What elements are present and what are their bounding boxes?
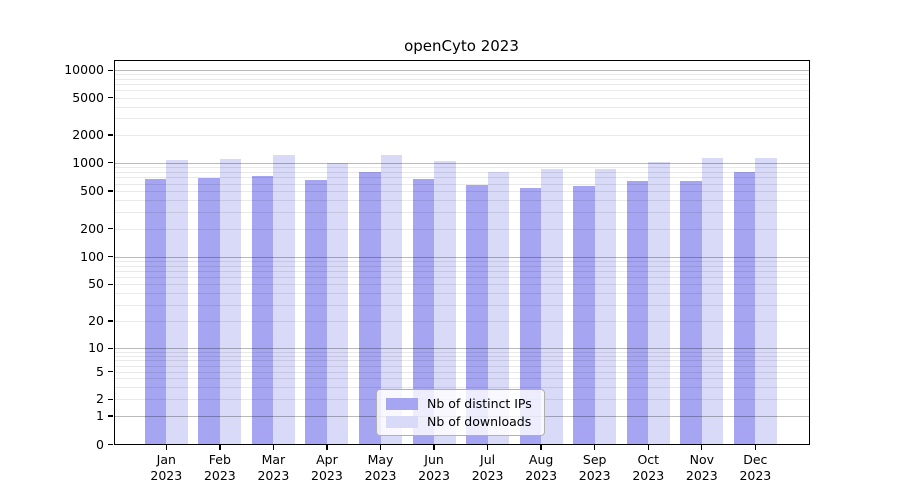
y-tick-label-5: 5 [96,363,104,379]
gridline-6000 [114,90,810,92]
x-tick-mark-dec [754,444,757,450]
legend-label-downloads: Nb of downloads [427,414,532,429]
bar-nb-of-distinct-ips-jun [412,179,435,445]
x-tick-label-dec: Dec 2023 [739,451,772,484]
bar-nb-of-downloads-nov [701,157,724,445]
bar-nb-of-downloads-apr [326,162,349,445]
bar-nb-of-distinct-ips-jan [144,179,167,445]
y-tick-mark-10 [108,347,113,349]
x-tick-label-sep: Sep 2023 [578,451,611,484]
x-tick-mark-oct [647,444,649,450]
bar-nb-of-downloads-jul [487,171,510,445]
x-tick-label-apr: Apr 2023 [311,451,343,484]
bar-nb-of-downloads-sep [594,168,617,445]
bar-nb-of-distinct-ips-oct [626,181,649,445]
y-tick-label-10: 10 [88,340,104,356]
y-tick-mark-0 [108,443,113,446]
gridline-5000 [114,97,810,99]
gridline-3000 [114,118,810,120]
bar-nb-of-distinct-ips-aug [519,187,542,445]
y-tick-mark-500 [108,190,113,192]
legend-label-distinct-ips: Nb of distinct IPs [427,396,532,411]
bar-nb-of-distinct-ips-nov [680,180,702,445]
bar-nb-of-distinct-ips-may [359,172,381,445]
x-tick-mark-jul [486,444,489,450]
y-tick-label-2: 2 [96,391,104,407]
x-tick-label-jul: Jul 2023 [471,451,504,484]
x-tick-mark-apr [326,444,328,450]
x-tick-mark-aug [540,444,542,450]
gridline-10000 [114,70,810,72]
x-tick-label-jun: Jun 2023 [418,451,450,484]
x-tick-mark-sep [594,444,596,450]
x-tick-mark-nov [701,444,703,450]
y-tick-label-10000: 10000 [64,62,104,78]
y-tick-mark-2 [108,398,113,400]
y-tick-mark-20 [108,320,113,322]
gridline-4000 [114,106,810,108]
bar-nb-of-downloads-dec [755,157,777,445]
y-tick-label-0: 0 [96,436,104,452]
x-tick-mark-jan [165,444,167,450]
y-tick-mark-1 [108,415,113,417]
bar-nb-of-distinct-ips-feb [198,177,220,445]
bar-nb-of-distinct-ips-mar [251,176,274,445]
legend-swatch-downloads-icon [386,415,418,428]
y-tick-label-5000: 5000 [72,89,104,105]
y-tick-label-200: 200 [80,220,104,236]
legend-item-downloads: Nb of downloads [386,414,535,429]
x-tick-label-aug: Aug 2023 [525,451,558,484]
bar-nb-of-downloads-jan [166,159,188,445]
bar-nb-of-downloads-aug [541,168,563,445]
y-tick-mark-5 [108,371,113,373]
x-tick-label-feb: Feb 2023 [203,451,236,484]
y-tick-label-1000: 1000 [72,154,104,170]
y-tick-mark-10000 [108,69,113,71]
y-tick-label-2000: 2000 [72,127,104,142]
y-tick-label-50: 50 [88,276,104,292]
y-tick-mark-2000 [108,134,113,136]
bar-nb-of-distinct-ips-apr [305,179,327,445]
bar-nb-of-downloads-mar [273,154,295,445]
x-tick-mark-may [379,444,382,450]
gridline-8000 [114,79,810,81]
x-tick-label-mar: Mar 2023 [257,451,290,484]
gridline-2000 [114,135,810,136]
x-tick-label-jan: Jan 2023 [150,451,183,484]
y-tick-label-1: 1 [96,408,104,423]
y-tick-mark-200 [108,228,113,230]
y-tick-mark-100 [108,256,113,258]
x-tick-mark-feb [219,444,221,450]
chart-title: openCyto 2023 [404,37,519,55]
bar-nb-of-downloads-jun [434,161,456,445]
legend-swatch-distinct-ips-icon [386,397,418,410]
y-tick-mark-50 [108,283,113,285]
bar-nb-of-distinct-ips-jul [466,184,488,445]
bar-nb-of-downloads-feb [219,158,242,445]
y-tick-label-500: 500 [80,183,104,198]
x-tick-label-oct: Oct 2023 [632,451,665,484]
gridline-9000 [114,74,810,76]
x-tick-label-may: May 2023 [364,451,397,484]
y-tick-mark-1000 [108,162,113,164]
x-tick-label-nov: Nov 2023 [685,451,718,484]
legend: Nb of distinct IPs Nb of downloads [376,389,545,436]
x-tick-mark-mar [272,444,275,450]
x-tick-mark-jun [433,444,435,450]
bar-nb-of-distinct-ips-sep [573,185,595,445]
bar-nb-of-downloads-oct [648,162,670,445]
bar-nb-of-distinct-ips-dec [733,171,756,445]
gridline-7000 [114,84,810,86]
y-tick-mark-5000 [108,97,113,99]
y-tick-label-100: 100 [80,248,104,264]
legend-item-distinct-ips: Nb of distinct IPs [386,396,535,411]
bar-nb-of-downloads-may [380,155,402,445]
y-tick-label-20: 20 [88,313,104,328]
